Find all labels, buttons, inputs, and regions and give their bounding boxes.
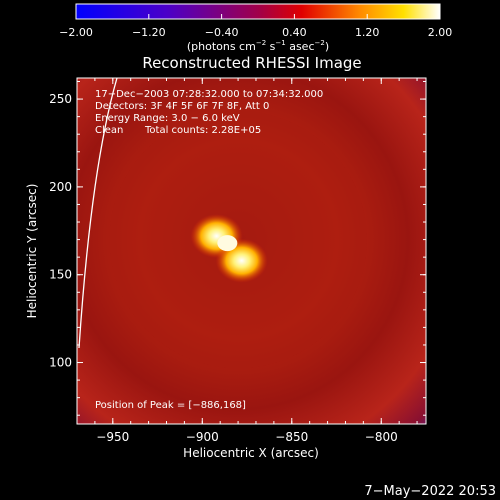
- colorbar-tick-label: −1.20: [132, 26, 166, 39]
- y-tick-label: 250: [49, 92, 72, 106]
- colorbar-tick-label: −2.00: [59, 26, 93, 39]
- x-axis: −950 −900 −850 −800: [76, 78, 418, 444]
- colorbar-tick-label: 1.20: [355, 26, 380, 39]
- y-tick-label: 200: [49, 180, 72, 194]
- annotation-detectors: Detectors: 3F 4F 5F 6F 7F 8F, Att 0: [95, 101, 269, 112]
- x-tick-label: −950: [96, 430, 129, 444]
- y-axis-label: Heliocentric Y (arcsec): [25, 184, 39, 319]
- x-tick-label: −900: [186, 430, 219, 444]
- plot-frame: [76, 77, 427, 425]
- annotation-method: Clean: [95, 125, 123, 136]
- annotation-block: 17−Dec−2003 07:28:32.000 to 07:34:32.000…: [95, 89, 323, 136]
- colorbar-gradient: [75, 3, 441, 20]
- solar-limb: [78, 78, 118, 349]
- colorbar-tick-label: −0.40: [205, 26, 239, 39]
- y-axis: 100 150 200 250: [49, 81, 426, 416]
- peak-core: [217, 235, 238, 252]
- annotation-energy: Energy Range: 3.0 − 6.0 keV: [95, 113, 240, 124]
- colorbar-tick-label: 0.40: [282, 26, 307, 39]
- peak-position-label: Position of Peak = [−886,168]: [95, 400, 246, 411]
- colorbar-label: (photons cm−2 s−1 asec−2): [187, 39, 329, 53]
- chart-title: Reconstructed RHESSI Image: [142, 54, 361, 72]
- footer-timestamp: 7−May−2022 20:53: [364, 484, 496, 499]
- x-axis-label: Heliocentric X (arcsec): [183, 446, 319, 460]
- x-tick-label: −800: [365, 430, 398, 444]
- colorbar: −2.00 −1.20 −0.40 0.40 1.20 2.00 (photons cm−…: [59, 3, 453, 53]
- x-tick-label: −850: [275, 430, 308, 444]
- y-tick-label: 100: [49, 356, 72, 370]
- y-tick-label: 150: [49, 268, 72, 282]
- annotation-counts: Total counts: 2.28E+05: [144, 125, 261, 136]
- annotation-time-range: 17−Dec−2003 07:28:32.000 to 07:34:32.000: [95, 89, 323, 100]
- colorbar-tick-label: 2.00: [428, 26, 453, 39]
